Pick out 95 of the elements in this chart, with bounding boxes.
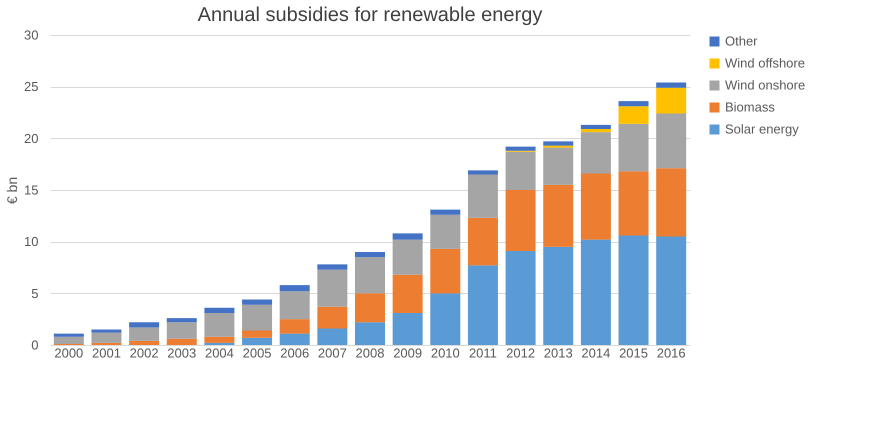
bar: [580, 240, 611, 345]
bar: [355, 293, 385, 322]
bar: [618, 171, 649, 236]
bar: [54, 336, 84, 344]
y-tick-label: 20: [24, 130, 38, 146]
bar: [129, 322, 160, 328]
y-tick-label: 25: [24, 79, 38, 94]
bar: [618, 101, 649, 106]
x-tick-label: 2001: [92, 346, 121, 360]
bar: [468, 170, 498, 174]
bar: [543, 184, 574, 247]
legend-label: Other: [725, 34, 758, 48]
bar: [392, 240, 423, 275]
x-tick-label: 2011: [468, 346, 497, 360]
legend-label: Solar energy: [725, 122, 800, 136]
x-tick-label: 2016: [656, 346, 686, 360]
legend-label: Wind offshore: [725, 56, 805, 70]
bar: [618, 106, 649, 124]
bar: [468, 174, 498, 218]
bar: [430, 293, 460, 345]
legend-label: Wind onshore: [725, 78, 806, 92]
bar: [54, 334, 84, 337]
bar: [242, 338, 272, 345]
bar: [656, 236, 686, 345]
y-tick-label: 5: [31, 286, 38, 301]
bar: [392, 274, 423, 313]
bar: [430, 210, 460, 215]
bar: [506, 146, 536, 151]
bar: [242, 304, 272, 331]
x-tick-label: 2008: [356, 346, 384, 360]
bar: [580, 124, 611, 130]
bar: [204, 336, 234, 343]
bar: [618, 124, 649, 172]
bar: [242, 300, 272, 305]
bar: [280, 285, 310, 292]
bar: [129, 340, 160, 345]
bar: [280, 334, 310, 345]
bar: [656, 88, 686, 114]
bar: [468, 218, 498, 266]
x-tick-label: 2007: [318, 346, 347, 360]
bar: [543, 148, 574, 185]
bar: [129, 327, 160, 341]
x-tick-label: 2004: [204, 346, 234, 360]
bar: [317, 328, 348, 345]
bar: [580, 132, 611, 174]
bar: [506, 250, 536, 345]
y-tick-label: 15: [24, 182, 38, 198]
bar: [355, 252, 385, 258]
bar: [543, 141, 574, 146]
bar: [317, 264, 348, 270]
bar: [580, 129, 611, 132]
bar: [204, 308, 234, 313]
x-tick-label: 2010: [430, 346, 460, 360]
x-tick-label: 2009: [393, 346, 422, 360]
bar: [166, 322, 197, 339]
bar: [280, 291, 310, 320]
bar: [392, 312, 423, 345]
bar: [91, 332, 122, 343]
x-tick-label: 2012: [506, 346, 536, 360]
x-tick-label: 2014: [581, 346, 610, 360]
bar: [430, 214, 460, 249]
bar: [317, 306, 348, 328]
bar: [355, 257, 385, 294]
bar: [656, 114, 686, 168]
x-tick-label: 2005: [242, 346, 272, 360]
bar: [506, 190, 536, 251]
bar: [618, 235, 649, 345]
bar: [656, 168, 686, 236]
bar: [392, 233, 423, 240]
bar: [656, 82, 686, 88]
bar: [355, 322, 385, 345]
y-tick-label: 30: [24, 28, 38, 42]
x-tick-label: 2015: [619, 346, 648, 360]
bar: [166, 338, 197, 345]
x-tick-label: 2000: [54, 346, 84, 360]
x-tick-label: 2013: [544, 346, 573, 360]
bar: [430, 248, 460, 294]
x-tick-label: 2002: [130, 346, 159, 360]
bar: [543, 246, 574, 345]
x-tick-label: 2006: [280, 346, 310, 360]
bar: [468, 265, 498, 345]
bar: [280, 319, 310, 334]
x-tick-label: 2003: [167, 346, 196, 360]
legend-label: Biomass: [725, 100, 776, 114]
bar: [91, 330, 122, 333]
chart-title: Annual subsidies for renewable energy: [198, 4, 542, 26]
bar: [242, 330, 272, 338]
bar: [204, 312, 234, 337]
bar: [506, 152, 536, 190]
bar: [166, 318, 197, 322]
y-axis-title: € bn: [4, 176, 20, 204]
bar: [317, 270, 348, 307]
y-tick-label: 0: [31, 338, 38, 352]
y-tick-label: 10: [24, 234, 38, 250]
bar: [580, 173, 611, 240]
